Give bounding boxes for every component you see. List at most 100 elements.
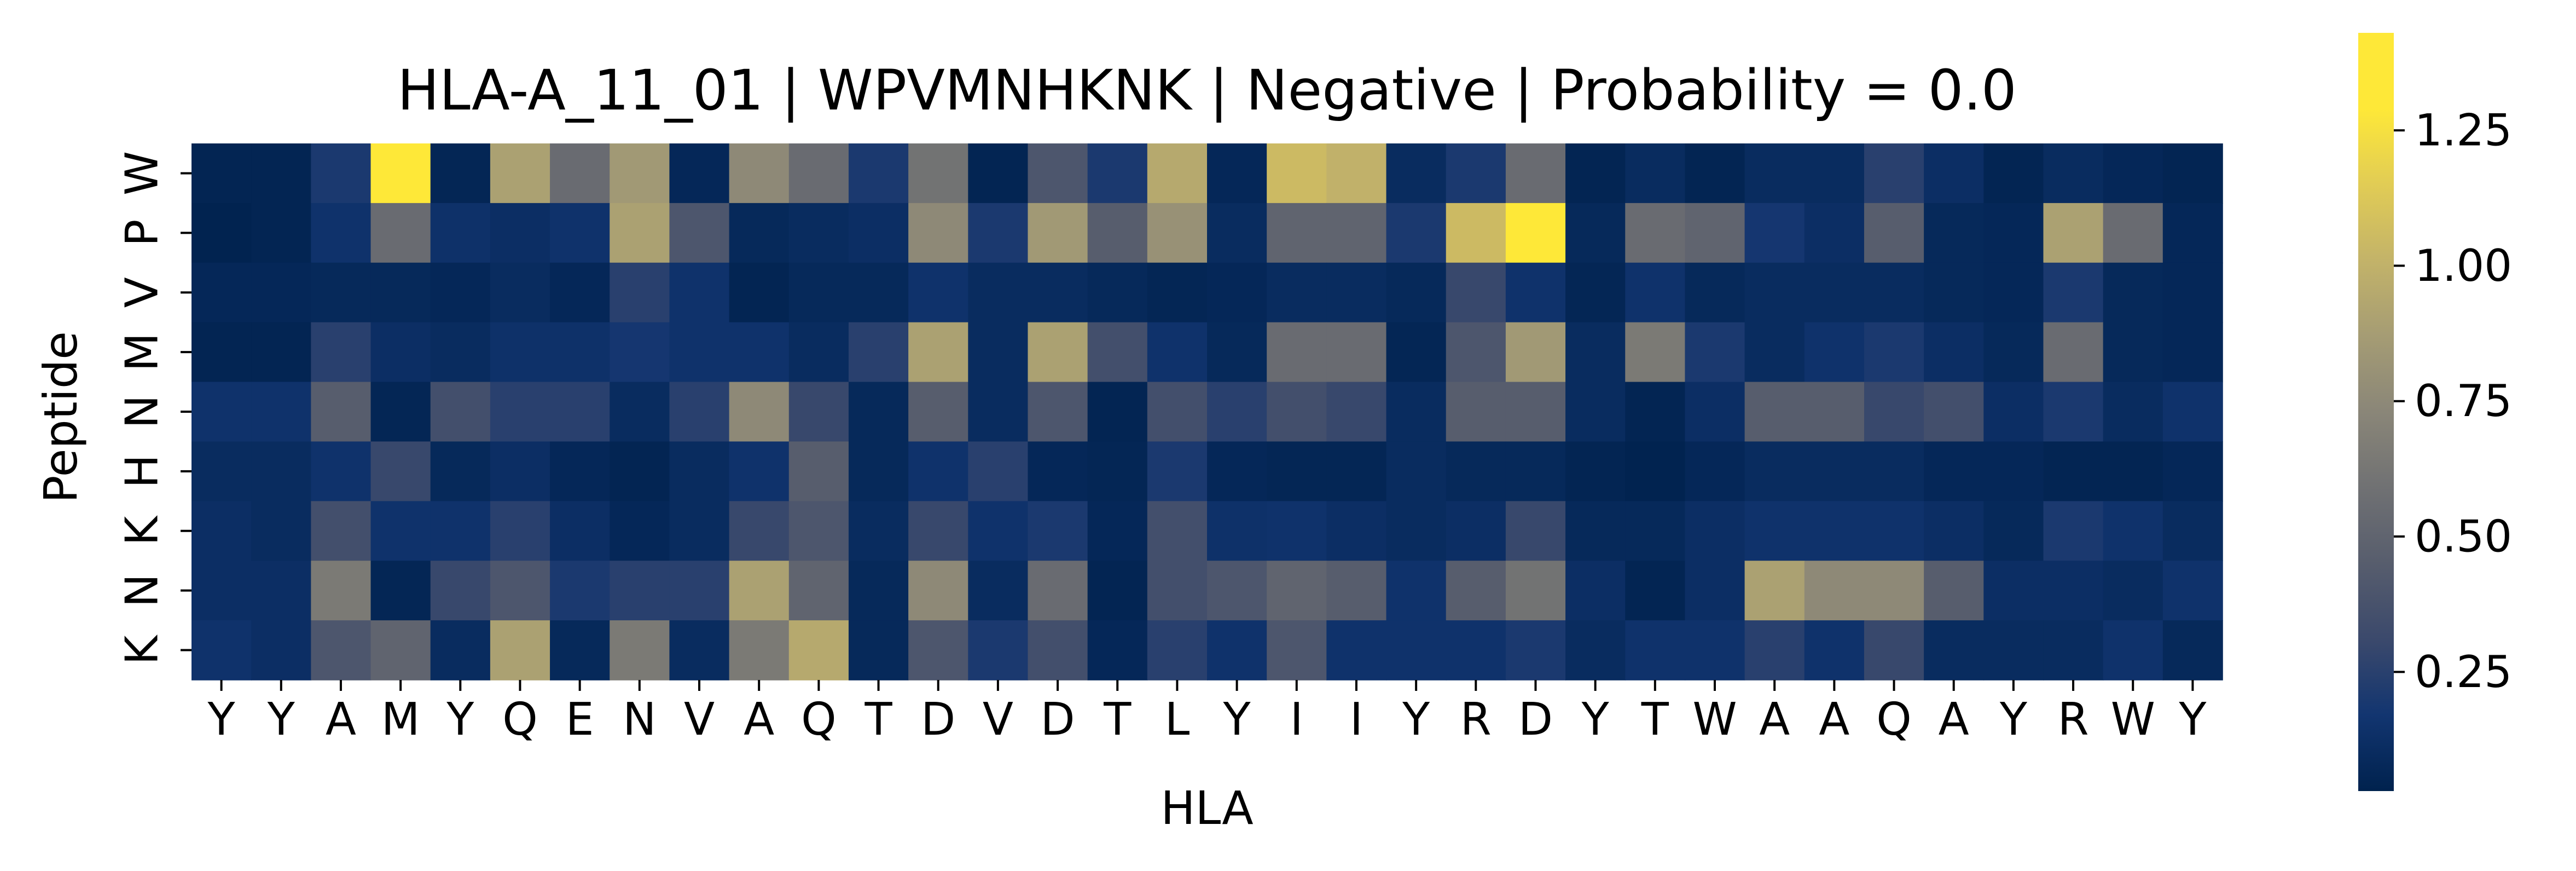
heatmap-cell [370, 143, 431, 204]
x-tick-label: A [1759, 694, 1790, 746]
heatmap-cell [490, 620, 550, 680]
heatmap-cell [2043, 203, 2104, 263]
heatmap-cell [1685, 441, 1745, 502]
heatmap-cell [550, 501, 611, 562]
heatmap-cell [192, 501, 252, 562]
heatmap-cell [848, 143, 909, 204]
colorbar-tick-label: 1.25 [2415, 105, 2512, 156]
heatmap-cell [1685, 322, 1745, 383]
heatmap-cell [1207, 561, 1267, 621]
x-axis-label: HLA [1161, 781, 1253, 835]
heatmap-cell [1744, 203, 1805, 263]
heatmap-cell [1386, 143, 1447, 204]
colorbar-tick-label: 1.00 [2415, 240, 2512, 291]
x-tick-label: D [921, 694, 955, 746]
heatmap-cell [1625, 382, 1686, 442]
heatmap-cell [1028, 143, 1088, 204]
heatmap-cell [1685, 501, 1745, 562]
heatmap-cell [1924, 441, 1985, 502]
heatmap-cell [908, 382, 969, 442]
heatmap-cell [1505, 561, 1566, 621]
heatmap-cell [788, 501, 849, 562]
heatmap-cell [1744, 262, 1805, 323]
heatmap-cell [2043, 561, 2104, 621]
heatmap-cell [1326, 620, 1387, 680]
heatmap-cell [430, 382, 491, 442]
heatmap-cell [788, 322, 849, 383]
heatmap-cell [490, 561, 550, 621]
x-tick-label: Q [1876, 694, 1912, 746]
heatmap-cell [729, 143, 790, 204]
heatmap-cell [1924, 501, 1985, 562]
heatmap-cell [848, 441, 909, 502]
heatmap-cell [311, 620, 372, 680]
x-tick-label: Y [267, 694, 295, 746]
heatmap-cell [251, 322, 312, 383]
heatmap-cell [370, 322, 431, 383]
heatmap-cell [610, 441, 670, 502]
heatmap-cell [251, 262, 312, 323]
heatmap-cell [788, 203, 849, 263]
heatmap-cell [2162, 620, 2223, 680]
heatmap-cell [1446, 561, 1506, 621]
heatmap-cell [1804, 143, 1865, 204]
heatmap-cell [1446, 441, 1506, 502]
heatmap-cell [1924, 203, 1985, 263]
heatmap-cell [610, 501, 670, 562]
heatmap-cell [848, 561, 909, 621]
heatmap-cell [908, 501, 969, 562]
heatmap-cell [1565, 441, 1626, 502]
heatmap-cell [311, 561, 372, 621]
heatmap-cell [1565, 382, 1626, 442]
heatmap-cell [1267, 203, 1327, 263]
heatmap-cell [1087, 561, 1148, 621]
heatmap-cell [1685, 561, 1745, 621]
heatmap-cell [192, 262, 252, 323]
heatmap-cell [430, 441, 491, 502]
y-tick-label: N [117, 395, 169, 428]
heatmap-cell [1028, 620, 1088, 680]
heatmap-cell [370, 203, 431, 263]
heatmap-cell [2162, 322, 2223, 383]
heatmap-cell [550, 143, 611, 204]
heatmap-cell [1625, 620, 1686, 680]
heatmap-cell [1267, 561, 1327, 621]
heatmap-cell [1864, 561, 1924, 621]
heatmap-cell [430, 322, 491, 383]
heatmap-cell [1505, 322, 1566, 383]
heatmap-cell [1864, 262, 1924, 323]
heatmap-cell [1147, 620, 1208, 680]
colorbar-tick-label: 0.50 [2415, 511, 2512, 562]
heatmap-cell [788, 382, 849, 442]
heatmap-cell [311, 382, 372, 442]
heatmap-cell [2162, 203, 2223, 263]
heatmap-cell [370, 620, 431, 680]
heatmap-cell [1386, 322, 1447, 383]
heatmap-cell [1804, 203, 1865, 263]
heatmap-cell [1983, 143, 2044, 204]
heatmap-cells [192, 143, 2223, 680]
heatmap-cell [1267, 501, 1327, 562]
heatmap-cell [1565, 262, 1626, 323]
x-tick-label: Y [2178, 694, 2207, 746]
heatmap-cell [2043, 322, 2104, 383]
heatmap-cell [788, 620, 849, 680]
heatmap-cell [1744, 501, 1805, 562]
heatmap-cell [1983, 262, 2044, 323]
heatmap-cell [968, 322, 1029, 383]
heatmap-cell [550, 620, 611, 680]
heatmap-cell [370, 382, 431, 442]
x-tick-label: Y [1223, 694, 1251, 746]
heatmap-cell [1625, 143, 1686, 204]
heatmap-cell [1744, 382, 1805, 442]
heatmap-cell [2162, 143, 2223, 204]
heatmap-cell [550, 322, 611, 383]
heatmap-cell [370, 561, 431, 621]
y-tick-label: K [117, 634, 169, 665]
heatmap-cell [1326, 262, 1387, 323]
heatmap-cell [1386, 203, 1447, 263]
heatmap-cell [251, 441, 312, 502]
heatmap-cell [610, 322, 670, 383]
heatmap-cell [1625, 501, 1686, 562]
heatmap-cell [788, 262, 849, 323]
